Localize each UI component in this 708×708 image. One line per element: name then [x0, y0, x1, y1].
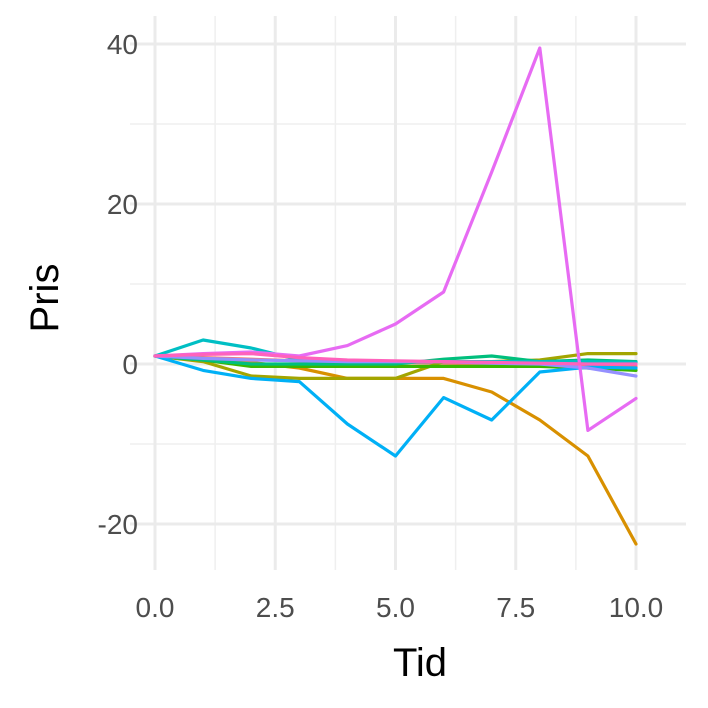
minor-grid — [130, 16, 686, 570]
y-tick-label: -20 — [98, 509, 138, 540]
y-tick-label: 0 — [122, 349, 138, 380]
x-axis-title: Tid — [393, 641, 447, 685]
series-line-10 — [153, 352, 638, 366]
major-grid — [130, 16, 686, 570]
x-tick-label: 5.0 — [376, 592, 415, 623]
y-tick-labels: -20 0 20 40 — [98, 29, 138, 540]
x-tick-label: 2.5 — [256, 592, 295, 623]
x-tick-label: 7.5 — [496, 592, 535, 623]
x-tick-labels: 0.0 2.5 5.0 7.5 10.0 — [136, 592, 664, 623]
x-tick-label: 0.0 — [136, 592, 175, 623]
y-tick-label: 40 — [107, 29, 138, 60]
x-tick-label: 10.0 — [609, 592, 664, 623]
y-tick-label: 20 — [107, 189, 138, 220]
y-axis-title: Pris — [23, 264, 67, 333]
series-line-3 — [153, 352, 638, 380]
series-line-7 — [153, 354, 638, 458]
series-lines — [153, 46, 638, 546]
